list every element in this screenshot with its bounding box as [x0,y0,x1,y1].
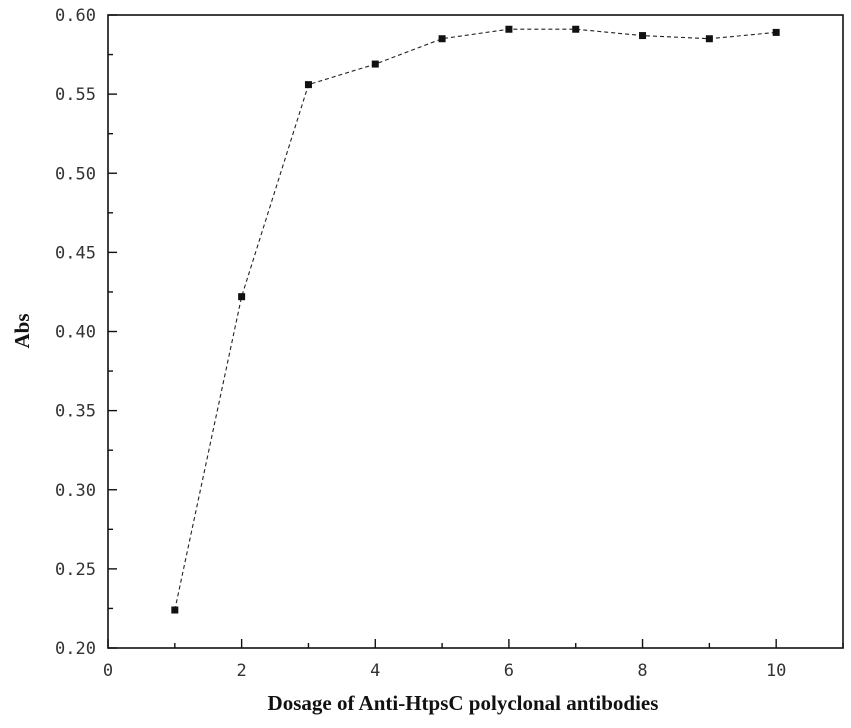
axis-tick-labels: 0 2 4 6 8 10 0.20 0.25 0.30 0.35 0.40 0.45 0.50 0.55 0… [55,6,786,681]
data-point-marker [705,35,713,43]
data-point-marker [772,28,780,36]
y-tick-label: 0.50 [55,164,96,184]
y-tick-label: 0.60 [55,6,96,26]
x-tick-label: 0 [103,661,113,681]
data-point-marker [639,32,647,40]
data-point-marker [438,35,446,43]
y-tick-label: 0.40 [55,323,96,343]
x-tick-label: 2 [237,661,247,681]
x-tick-label: 8 [637,661,647,681]
data-point-marker [171,606,179,614]
y-tick-label: 0.20 [55,639,96,659]
x-axis-title: Dosage of Anti-HtpsC polyclonal antibodi… [268,691,659,715]
data-point-marker [572,25,580,33]
y-tick-label: 0.45 [55,243,96,263]
plot-frame [107,14,844,649]
y-tick-label: 0.55 [55,85,96,105]
data-point-marker [304,81,312,89]
x-tick-label: 10 [766,661,786,681]
y-axis-title: Abs [10,313,34,348]
x-tick-label: 4 [370,661,380,681]
x-tick-label: 6 [504,661,514,681]
data-markers [171,25,780,614]
series-line [174,28,777,611]
y-tick-label: 0.25 [55,560,96,580]
y-tick-label: 0.30 [55,481,96,501]
data-point-marker [371,60,379,68]
y-tick-label: 0.35 [55,402,96,422]
data-point-marker [238,293,246,301]
axis-ticks [107,14,844,649]
data-point-marker [505,25,513,33]
